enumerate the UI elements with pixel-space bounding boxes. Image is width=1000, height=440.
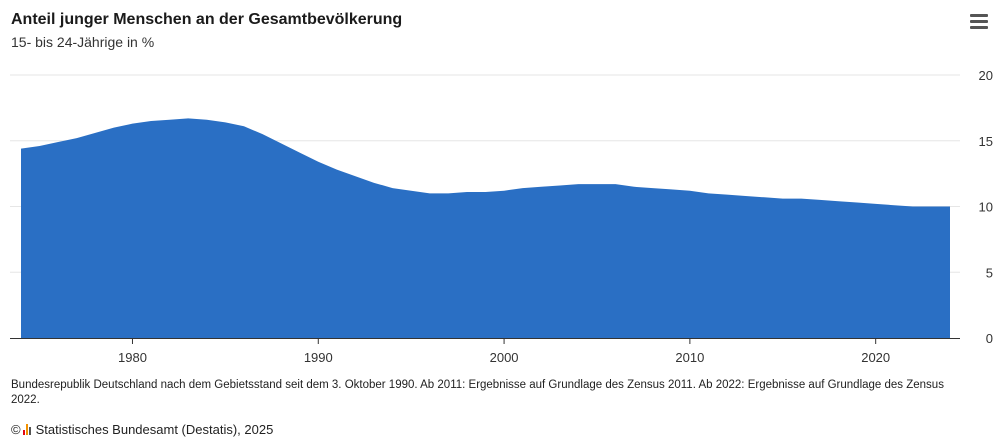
x-tick-label-1980: 1980: [118, 350, 147, 365]
y-tick-label-15: 15: [979, 134, 993, 149]
chart-title: Anteil junger Menschen an der Gesamtbevö…: [11, 11, 403, 28]
chart-subtitle: 15- bis 24-Jährige in %: [11, 34, 155, 50]
destatis-logo-icon: [22, 424, 32, 435]
x-tick-label-1990: 1990: [304, 350, 333, 365]
footnote: Bundesrepublik Deutschland nach dem Gebi…: [11, 379, 944, 406]
y-tick-label-5: 5: [986, 265, 993, 280]
area-series: [21, 118, 950, 339]
copyright-symbol: ©: [11, 422, 21, 437]
y-tick-label-10: 10: [979, 200, 993, 215]
source-text: Statistisches Bundesamt (Destatis), 2025: [35, 422, 274, 437]
y-tick-label-0: 0: [986, 331, 993, 346]
x-tick-label-2020: 2020: [861, 350, 890, 365]
hamburger-menu-icon[interactable]: [970, 14, 988, 30]
source-credit: © Statistisches Bundesamt (Destatis), 20…: [11, 422, 273, 437]
x-tick-label-2010: 2010: [675, 350, 704, 365]
area-chart: 1980 1990 2000 2010 2020 0 5 10 15 20: [10, 68, 993, 365]
y-tick-label-20: 20: [979, 68, 993, 83]
x-tick-label-2000: 2000: [490, 350, 519, 365]
